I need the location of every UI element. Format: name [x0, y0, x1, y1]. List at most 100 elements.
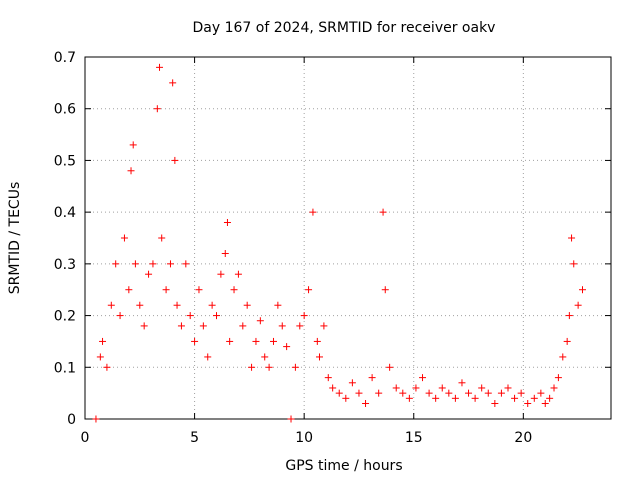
data-point [226, 337, 234, 345]
data-point [537, 389, 545, 397]
y-axis-label: SRMTID / TECUs [7, 182, 23, 295]
data-point [491, 399, 499, 407]
data-point [149, 260, 157, 268]
data-point [399, 389, 407, 397]
data-point [208, 301, 216, 309]
data-point [335, 389, 343, 397]
data-point [171, 156, 179, 164]
data-point [405, 394, 413, 402]
data-point [471, 394, 479, 402]
x-tick-label: 20 [514, 430, 532, 446]
data-point [574, 301, 582, 309]
data-point [156, 63, 164, 71]
y-tick-label: 0.6 [54, 102, 76, 118]
plot-frame [84, 56, 612, 420]
data-point [313, 337, 321, 345]
data-point [375, 389, 383, 397]
y-tick-label: 0.4 [54, 205, 76, 221]
data-point [291, 363, 299, 371]
y-tick-label: 0.1 [54, 360, 76, 376]
data-point [191, 337, 199, 345]
data-point [131, 260, 139, 268]
y-axis: 0 0.1 0.2 0.3 0.4 0.5 0.6 0.7 [54, 50, 611, 428]
data-point [348, 379, 356, 387]
data-series-srmtid [92, 63, 587, 423]
y-tick-label: 0.2 [54, 309, 76, 325]
y-tick-label: 0 [67, 412, 76, 428]
data-point [120, 234, 128, 242]
data-point [204, 353, 212, 361]
data-point [432, 394, 440, 402]
data-point [287, 415, 295, 423]
data-point [445, 389, 453, 397]
data-point [158, 234, 166, 242]
data-point [195, 286, 203, 294]
data-point [386, 363, 394, 371]
data-point [252, 337, 260, 345]
data-point [324, 374, 332, 382]
data-point [559, 353, 567, 361]
data-point [239, 322, 247, 330]
data-point [169, 79, 177, 87]
data-point [127, 167, 135, 175]
data-point [517, 389, 525, 397]
data-point [177, 322, 185, 330]
data-point [412, 384, 420, 392]
data-point [565, 312, 573, 320]
data-point [136, 301, 144, 309]
y-tick-label: 0.7 [54, 50, 76, 66]
data-point [278, 322, 286, 330]
x-tick-label: 15 [405, 430, 423, 446]
data-point [107, 301, 115, 309]
data-point [524, 399, 532, 407]
data-point [329, 384, 337, 392]
data-point [186, 312, 194, 320]
y-tick-label: 0.3 [54, 257, 76, 273]
data-point [425, 389, 433, 397]
data-point [99, 337, 107, 345]
data-point [265, 363, 273, 371]
data-point [541, 399, 549, 407]
data-point [274, 301, 282, 309]
data-point [243, 301, 251, 309]
x-tick-label: 0 [81, 430, 90, 446]
data-point [484, 389, 492, 397]
data-point [458, 379, 466, 387]
data-point [140, 322, 148, 330]
data-point [300, 312, 308, 320]
data-point [103, 363, 111, 371]
data-point [451, 394, 459, 402]
grid [85, 57, 611, 419]
data-point [296, 322, 304, 330]
data-point [309, 208, 317, 216]
data-point [283, 343, 291, 351]
data-point [530, 394, 538, 402]
y-tick-label: 0.5 [54, 153, 76, 169]
x-tick-label: 5 [190, 430, 199, 446]
data-point [256, 317, 264, 325]
data-point [342, 394, 350, 402]
data-point [173, 301, 181, 309]
data-point [217, 270, 225, 278]
data-point [568, 234, 576, 242]
data-point [230, 286, 238, 294]
data-point [182, 260, 190, 268]
data-point [554, 374, 562, 382]
data-point [379, 208, 387, 216]
data-point [125, 286, 133, 294]
data-point [116, 312, 124, 320]
data-point [162, 286, 170, 294]
data-point [305, 286, 313, 294]
data-point [234, 270, 242, 278]
data-point [438, 384, 446, 392]
data-point [504, 384, 512, 392]
data-point [478, 384, 486, 392]
data-point [221, 250, 229, 258]
data-point [223, 218, 231, 226]
data-point [153, 105, 161, 113]
data-point [563, 337, 571, 345]
data-point [546, 394, 554, 402]
data-point [368, 374, 376, 382]
data-point [166, 260, 174, 268]
